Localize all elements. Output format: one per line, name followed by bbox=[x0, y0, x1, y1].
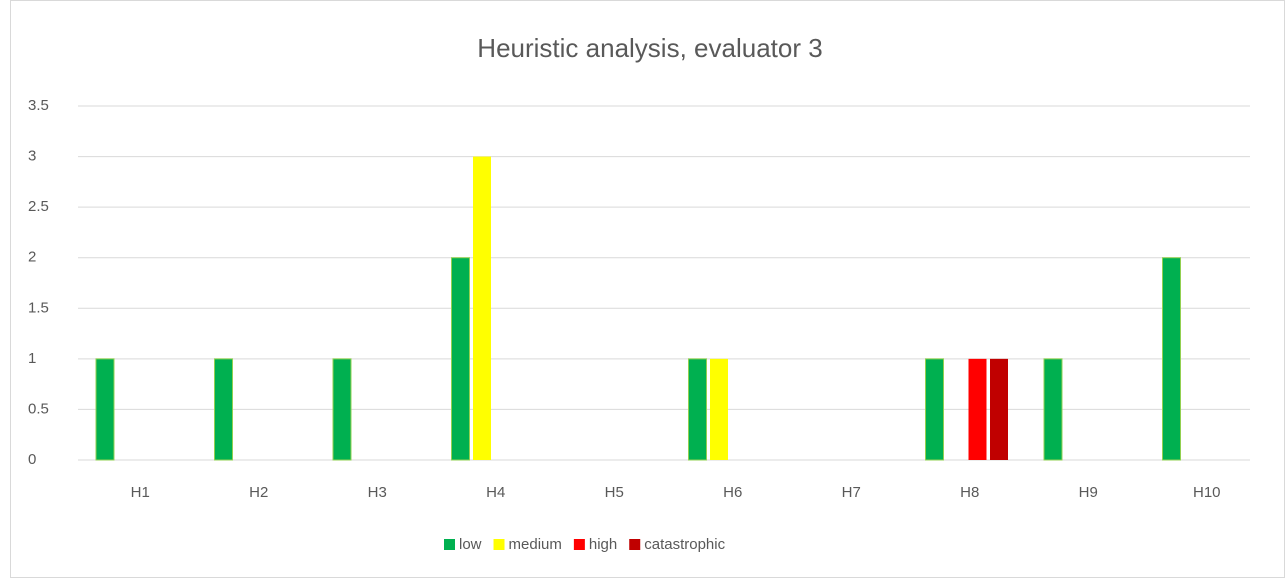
y-tick-label: 1 bbox=[28, 350, 36, 367]
x-tick-label: H1 bbox=[131, 484, 150, 501]
x-tick-label: H8 bbox=[960, 484, 979, 501]
chart-title: Heuristic analysis, evaluator 3 bbox=[477, 33, 822, 63]
x-tick-label: H3 bbox=[368, 484, 387, 501]
y-tick-label: 1.5 bbox=[28, 299, 49, 316]
bar bbox=[925, 358, 944, 461]
legend-swatch bbox=[629, 539, 641, 550]
bar bbox=[1162, 257, 1181, 461]
bar bbox=[688, 358, 707, 461]
legend-swatch bbox=[493, 539, 505, 550]
x-tick-label: H10 bbox=[1193, 484, 1221, 501]
bar bbox=[990, 358, 1008, 460]
bar bbox=[451, 257, 470, 461]
legend-label: medium bbox=[509, 536, 562, 553]
bar bbox=[214, 358, 233, 461]
legend-label: catastrophic bbox=[644, 536, 725, 553]
y-tick-label: 2 bbox=[28, 249, 36, 266]
legend-swatch bbox=[444, 539, 455, 550]
bar bbox=[968, 358, 987, 460]
y-tick-label: 0.5 bbox=[28, 400, 49, 417]
x-tick-label: H7 bbox=[842, 484, 861, 501]
chart-frame bbox=[10, 0, 1285, 578]
y-tick-label: 0 bbox=[28, 451, 36, 468]
bar bbox=[1043, 358, 1063, 461]
legend-label: high bbox=[589, 536, 617, 553]
x-tick-label: H4 bbox=[486, 484, 505, 501]
y-tick-label: 3.5 bbox=[28, 97, 49, 114]
bar bbox=[332, 358, 352, 461]
bar bbox=[95, 358, 115, 461]
y-tick-label: 3 bbox=[28, 148, 36, 165]
x-tick-label: H5 bbox=[605, 484, 624, 501]
x-tick-label: H9 bbox=[1079, 484, 1098, 501]
legend-label: low bbox=[459, 536, 482, 553]
bar bbox=[710, 358, 728, 460]
x-tick-label: H6 bbox=[723, 484, 742, 501]
legend-swatch bbox=[573, 539, 585, 550]
bar bbox=[473, 156, 491, 461]
x-tick-label: H2 bbox=[249, 484, 268, 501]
y-tick-label: 2.5 bbox=[28, 198, 49, 215]
